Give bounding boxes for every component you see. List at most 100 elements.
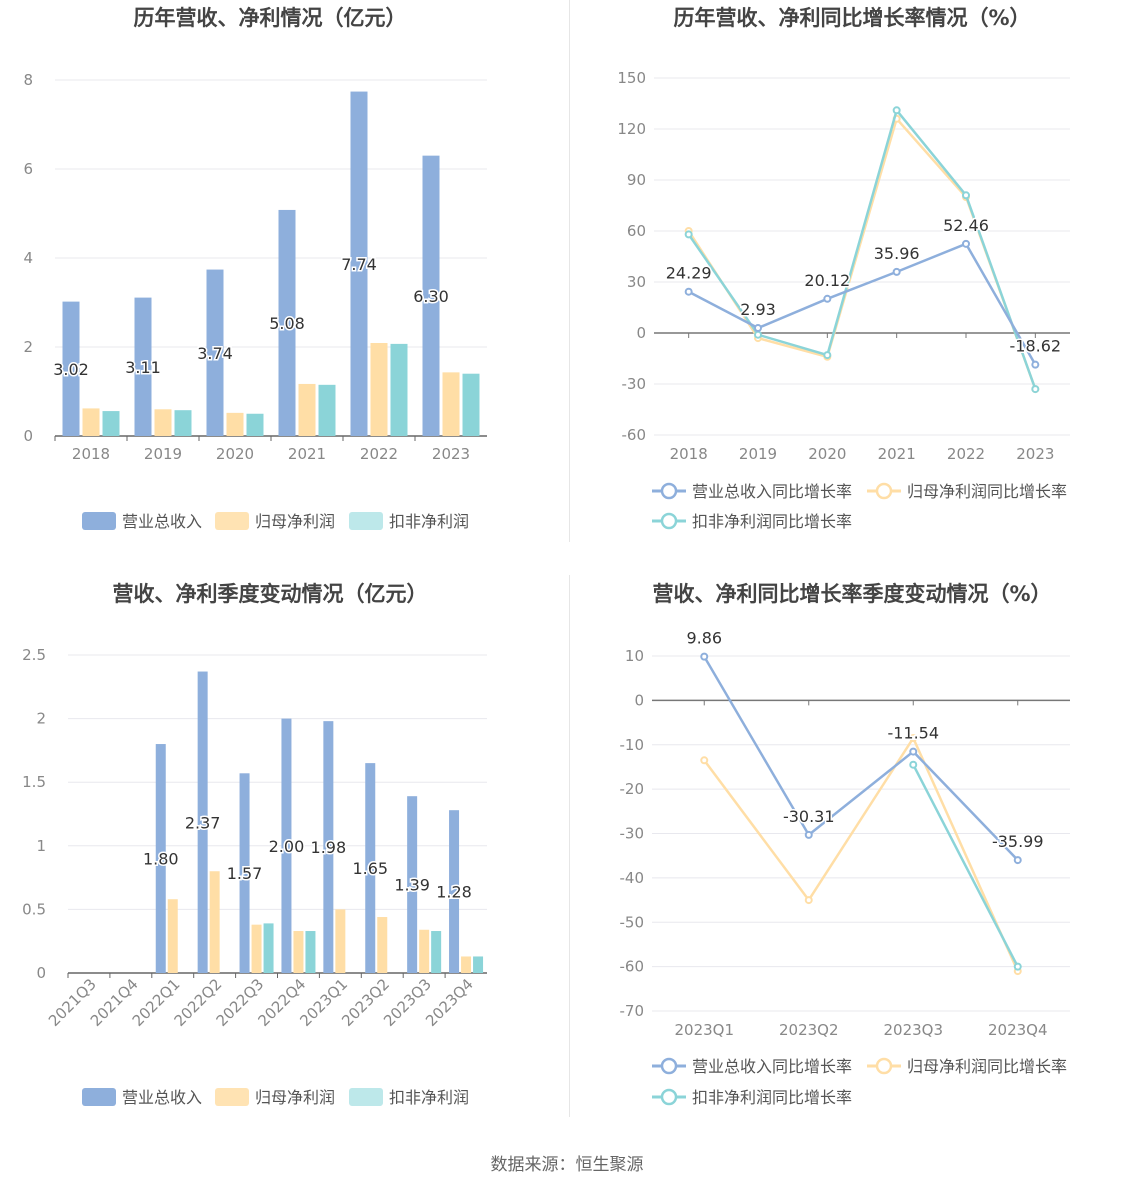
x-tick-label: 2018 [72,445,110,463]
data-point [754,330,762,339]
bar [102,411,120,436]
bar [461,956,472,973]
bar [462,373,480,436]
legend-item: 营业总收入同比增长率 [652,1057,852,1076]
bar [154,409,172,436]
data-point [892,267,901,276]
x-tick-label: 2018 [670,445,708,463]
data-label: 1.28 [436,883,472,902]
data-label: 5.08 [269,314,305,333]
y-tick-label: -20 [620,780,645,798]
data-point [823,294,832,303]
bar [350,91,368,436]
data-point [1031,360,1040,369]
data-label: 1.57 [227,864,263,883]
legend-marker-icon [660,1088,678,1106]
data-label: 2.93 [740,300,776,319]
y-tick-label: -70 [620,1002,645,1020]
panel-divider [569,0,570,542]
legend-item: 扣非净利润同比增长率 [652,1088,852,1107]
y-tick-label: -30 [622,375,647,393]
quarterly-growth-rate-chart: 营收、净利同比增长率季度变动情况（%） -70 -60 -50 -40 -30 -20 -10… [570,575,1134,1115]
legend-label: 营业总收入同比增长率 [692,1057,852,1076]
bar [298,383,316,436]
data-point [700,756,709,765]
x-tick-label: 2021 [878,445,916,463]
series-line [703,655,1019,861]
y-tick-label: 2 [23,338,33,356]
bar [390,343,408,436]
y-tick-label: 8 [23,71,33,89]
y-tick-label: 6 [23,160,33,178]
data-label: -11.54 [887,724,939,743]
y-tick-label: -60 [620,958,645,976]
x-tick-label: 2020 [808,445,846,463]
bar [442,372,460,436]
bar [293,931,304,973]
chart-title: 营收、净利同比增长率季度变动情况（%） [652,582,1051,606]
x-tick-label: 2021 [288,445,326,463]
x-tick-label: 2023Q1 [674,1021,734,1039]
chart-title: 营收、净利季度变动情况（亿元） [113,582,428,606]
y-tick-label: 30 [627,273,646,291]
data-point [1031,385,1040,394]
legend-item: 归母净利润 [215,1088,335,1107]
y-tick-label: 0 [23,427,33,445]
data-label: 6.30 [413,287,449,306]
bar [431,931,442,973]
data-point [684,287,693,296]
data-point [892,106,901,115]
data-point [684,230,693,239]
y-tick-label: 1.5 [22,773,46,791]
bar [155,744,166,973]
data-label: 3.02 [53,360,89,379]
x-tick-label: 2020 [216,445,254,463]
legend-swatch-icon [82,512,116,530]
series-line [912,764,1019,968]
data-point [823,351,832,360]
legend-item: 营业总收入同比增长率 [652,482,852,501]
bar [422,155,440,436]
y-tick-label: 0.5 [22,900,46,918]
legend-item: 扣非净利润 [349,1088,469,1107]
data-label: -18.62 [1010,337,1062,356]
legend-label: 营业总收入同比增长率 [692,482,852,501]
legend-label: 营业总收入 [122,512,202,531]
legend-item: 归母净利润同比增长率 [867,482,1067,501]
legend-label: 扣非净利润 [389,1088,469,1107]
annual-revenue-profit-chart: 历年营收、净利情况（亿元） 0 2 4 6 8 2018 2019 2020 2021 2022 20… [0,0,568,570]
data-label: 1.98 [311,838,347,857]
bar [278,209,296,436]
legend-marker-icon [875,482,893,500]
bar [167,899,178,973]
data-label: 35.96 [874,244,920,263]
data-label: 7.74 [341,255,377,274]
bar [305,931,316,973]
y-tick-label: -30 [620,825,645,843]
x-tick-label: 2023Q3 [883,1021,943,1039]
legend-label: 归母净利润同比增长率 [907,482,1067,501]
data-label: -30.31 [783,807,835,826]
y-tick-label: 120 [617,120,646,138]
legend-label: 扣非净利润同比增长率 [692,512,852,531]
bar [318,384,336,436]
y-tick-label: -50 [620,913,645,931]
x-tick-label: 2023Q4 [988,1021,1048,1039]
data-label: 52.46 [943,216,989,235]
data-label: 3.11 [125,358,161,377]
x-tick-label: 2023 [1016,445,1054,463]
data-point [909,760,918,769]
legend-item: 扣非净利润 [349,512,469,531]
bar [239,773,250,973]
y-tick-label: 60 [627,222,646,240]
legend-swatch-icon [82,1088,116,1106]
chart-svg: 历年营收、净利同比增长率情况（%） -60 -30 0 30 60 90 120 150 2018… [617,6,1070,531]
data-label: 1.80 [143,850,179,869]
bar [377,917,388,973]
y-tick-label: 2 [36,710,46,728]
series-line [687,116,1037,390]
legend-label: 营业总收入 [122,1088,202,1107]
data-point [909,747,918,756]
bar [206,269,224,436]
bar [197,671,208,973]
